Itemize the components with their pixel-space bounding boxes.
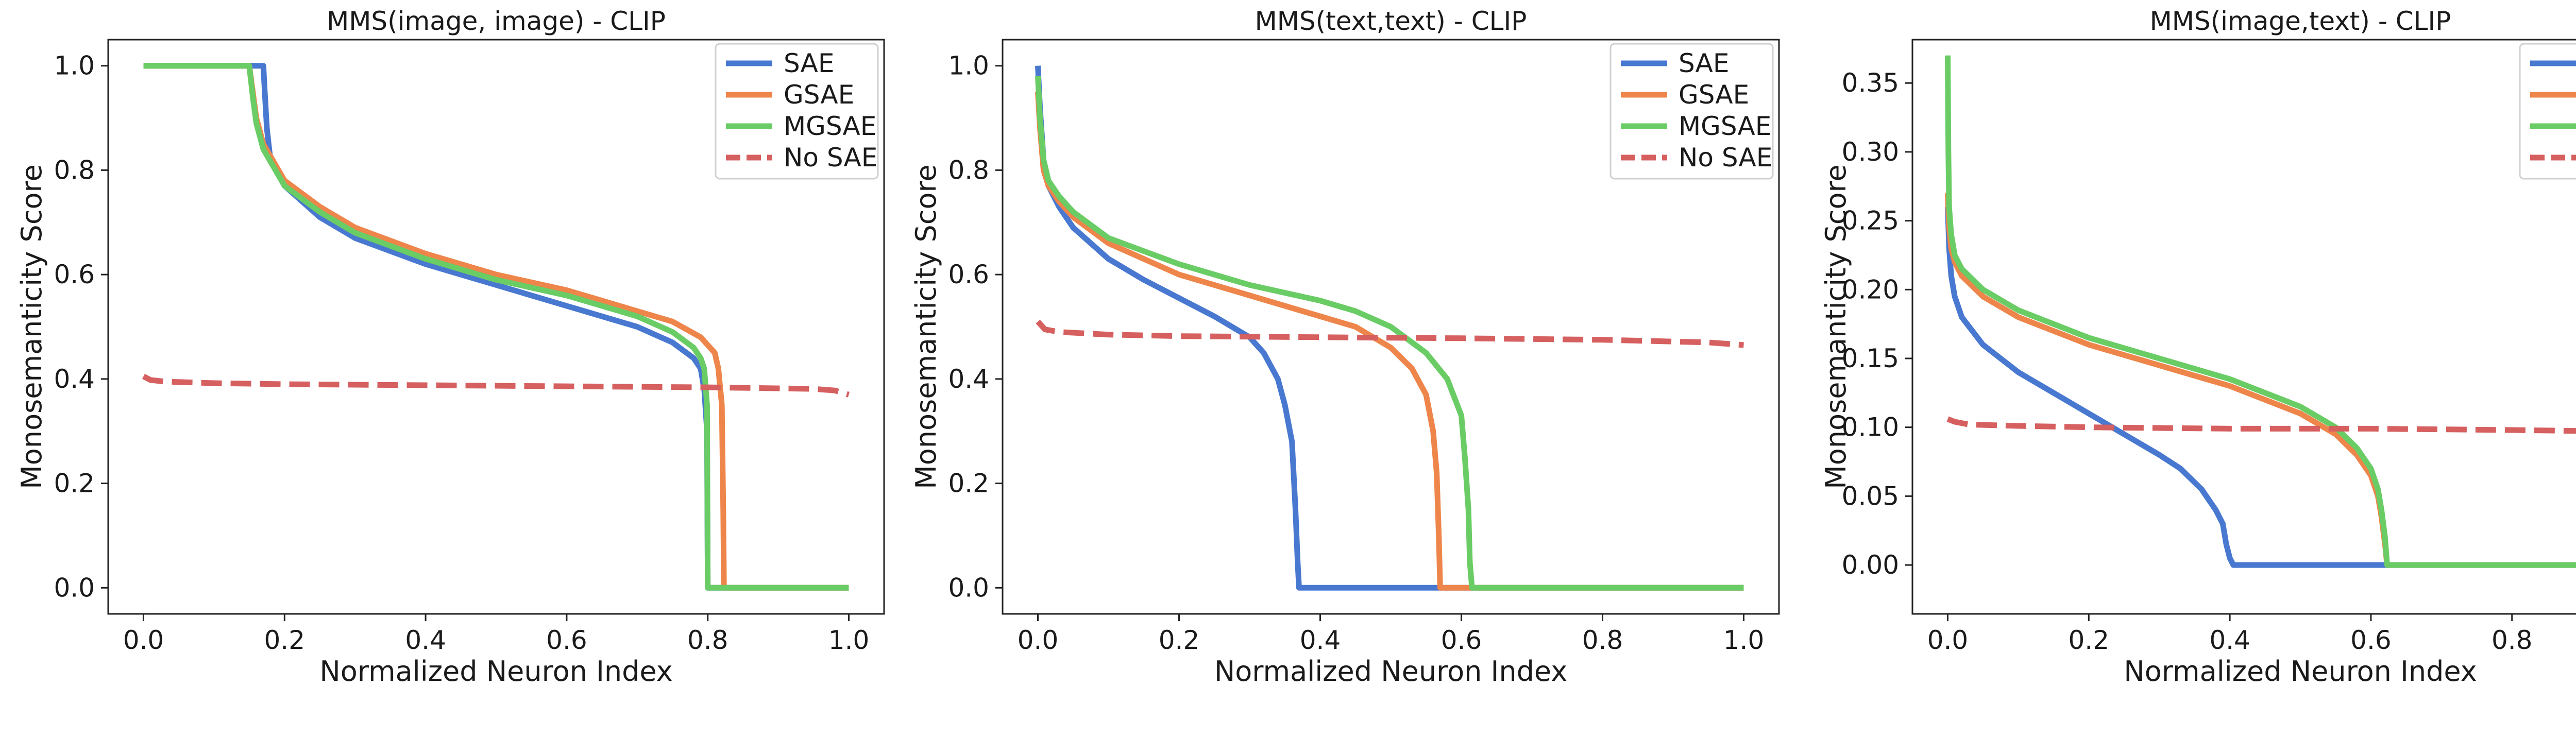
chart-panel-3: 0.00.20.40.60.81.00.000.050.100.150.200.… bbox=[1820, 6, 2576, 688]
x-tick-label: 0.4 bbox=[1300, 625, 1341, 655]
x-axis-label: Normalized Neuron Index bbox=[2124, 655, 2477, 688]
y-axis-label: Monosemanticity Score bbox=[1820, 164, 1852, 489]
y-axis-label: Monosemanticity Score bbox=[910, 164, 942, 489]
legend-label: SAE bbox=[784, 48, 834, 78]
x-axis-label: Normalized Neuron Index bbox=[319, 655, 672, 688]
y-tick-label: 0.4 bbox=[54, 364, 95, 394]
y-tick-label: 0.6 bbox=[948, 260, 989, 289]
y-tick-label: 0.8 bbox=[54, 155, 95, 185]
x-tick-label: 0.6 bbox=[546, 625, 587, 655]
x-tick-label: 0.8 bbox=[687, 625, 728, 655]
x-tick-label: 0.0 bbox=[123, 625, 164, 655]
y-tick-label: 0.35 bbox=[1842, 68, 1899, 98]
x-tick-label: 0.6 bbox=[2350, 625, 2392, 655]
x-tick-label: 0.2 bbox=[264, 625, 306, 655]
chart-panel-1: 0.0 0.2 0.4 0.6 0.8 1.0 0.0 0.2 0.4 0.6 0.8 1.0 MMS(… bbox=[15, 6, 884, 688]
y-tick-label: 0.8 bbox=[948, 155, 989, 185]
chart-title: MMS(text,text) - CLIP bbox=[1255, 6, 1527, 36]
y-tick-label: 0.30 bbox=[1842, 137, 1899, 167]
chart-title: MMS(image,text) - CLIP bbox=[2150, 6, 2451, 36]
x-tick-label: 0.0 bbox=[1018, 625, 1059, 655]
y-tick-label: 1.0 bbox=[54, 51, 95, 81]
series-line-no-sae bbox=[144, 376, 849, 395]
x-tick-label: 0.8 bbox=[2492, 625, 2533, 655]
y-tick-label: 1.0 bbox=[948, 51, 989, 81]
x-tick-label: 0.4 bbox=[2209, 625, 2250, 655]
series-group bbox=[1948, 56, 2576, 607]
legend-label: MGSAE bbox=[1679, 111, 1771, 141]
series-line-no-sae bbox=[1948, 419, 2576, 435]
series-line-mgsae bbox=[1948, 56, 2576, 565]
axes-frame bbox=[1912, 40, 2576, 614]
legend-label: SAE bbox=[1679, 48, 1729, 78]
y-tick-label: 0.0 bbox=[948, 573, 989, 603]
legend-label: MGSAE bbox=[784, 111, 876, 141]
x-tick-label: 0.6 bbox=[1441, 625, 1482, 655]
legend-label: No SAE bbox=[784, 143, 877, 173]
x-tick-label: 1.0 bbox=[828, 625, 870, 655]
legend-label: GSAE bbox=[1679, 80, 1749, 110]
chart-title: MMS(image, image) - CLIP bbox=[327, 6, 666, 36]
legend-label: GSAE bbox=[784, 80, 854, 110]
chart-panel-2: 0.0 0.2 0.4 0.6 0.8 1.0 0.0 0.2 0.4 0.6 0.8 1.0 MMS(… bbox=[910, 6, 1779, 688]
series-line-sae bbox=[1948, 207, 2576, 606]
x-tick-label: 0.2 bbox=[2069, 625, 2110, 655]
y-tick-label: 0.2 bbox=[54, 469, 95, 499]
x-axis-label: Normalized Neuron Index bbox=[1214, 655, 1567, 688]
y-tick-label: 0.4 bbox=[948, 364, 989, 394]
y-axis-label: Monosemanticity Score bbox=[15, 164, 48, 489]
y-tick-label: 0.0 bbox=[54, 573, 95, 603]
y-tick-label: 0.6 bbox=[54, 260, 95, 289]
y-tick-label: 0.2 bbox=[948, 469, 989, 499]
x-tick-label: 0.2 bbox=[1159, 625, 1200, 655]
legend-label: No SAE bbox=[1679, 143, 1772, 173]
x-tick-label: 1.0 bbox=[1723, 625, 1765, 655]
x-tick-label: 0.4 bbox=[405, 625, 446, 655]
x-tick-label: 0.8 bbox=[1582, 625, 1623, 655]
x-tick-label: 0.0 bbox=[1927, 625, 1969, 655]
y-tick-label: 0.00 bbox=[1842, 550, 1899, 580]
